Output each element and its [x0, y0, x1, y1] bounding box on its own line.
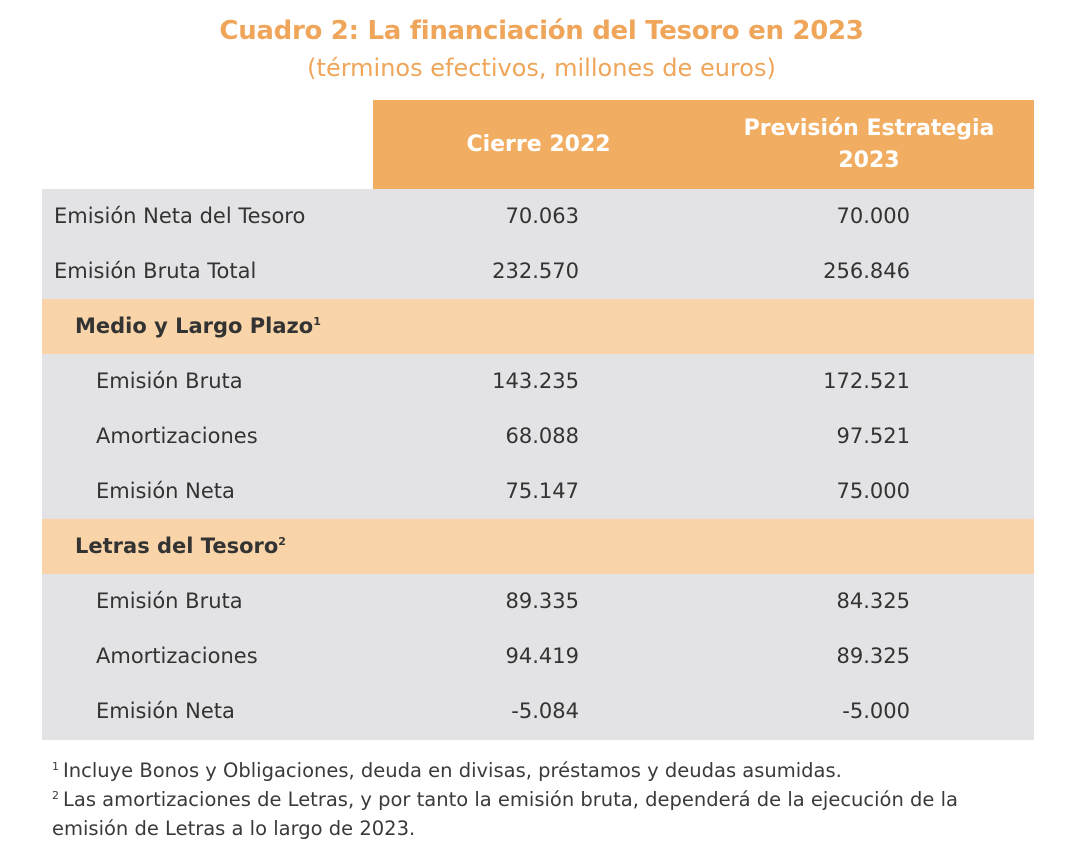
value-prevision-2023: 89.325 [836, 644, 910, 668]
value-cierre-2022: 75.147 [505, 479, 579, 503]
row-label: Emisión Bruta [96, 369, 243, 393]
section-row-letras-del-tesoro: Letras del Tesoro2 [42, 519, 1034, 574]
footnote-marker: 1 [52, 759, 59, 773]
value-cierre-2022: 232.570 [492, 259, 579, 283]
section-label: Letras del Tesoro2 [75, 534, 286, 558]
value-cierre-2022: 70.063 [505, 204, 579, 228]
table-row: Emisión Bruta 89.335 84.325 [42, 574, 1034, 629]
row-label: Emisión Neta [96, 479, 235, 503]
table-row: Emisión Bruta 143.235 172.521 [42, 354, 1034, 409]
footnote-marker: 1 [313, 315, 321, 328]
footnote-1: 1 Incluye Bonos y Obligaciones, deuda en … [52, 756, 1032, 785]
value-prevision-2023: 256.846 [823, 259, 910, 283]
table-row: Emisión Neta 75.147 75.000 [42, 464, 1034, 519]
table-row: Emisión Neta del Tesoro 70.063 70.000 [42, 189, 1034, 244]
row-label: Emisión Bruta Total [54, 259, 257, 283]
value-prevision-2023: 75.000 [836, 479, 910, 503]
section-row-medio-largo-plazo: Medio y Largo Plazo1 [42, 299, 1034, 354]
row-label: Emisión Bruta [96, 589, 243, 613]
column-header-cierre-2022: Cierre 2022 [373, 100, 704, 189]
table-header-row: Cierre 2022 Previsión Estrategia 2023 [42, 100, 1034, 189]
table-row: Emisión Neta -5.084 -5.000 [42, 684, 1034, 740]
row-label: Emisión Neta [96, 699, 235, 723]
footnote-2: 2 Las amortizaciones de Letras, y por tan… [52, 785, 1032, 843]
table-row: Amortizaciones 94.419 89.325 [42, 629, 1034, 684]
value-prevision-2023: 97.521 [836, 424, 910, 448]
row-label: Amortizaciones [96, 424, 258, 448]
value-cierre-2022: 89.335 [505, 589, 579, 613]
value-cierre-2022: 143.235 [492, 369, 579, 393]
section-label: Medio y Largo Plazo1 [75, 314, 321, 338]
footnote-marker: 2 [278, 535, 286, 548]
footnote-marker: 2 [52, 788, 59, 802]
row-label: Emisión Neta del Tesoro [54, 204, 306, 228]
table-row: Amortizaciones 68.088 97.521 [42, 409, 1034, 464]
footnote-text: Las amortizaciones de Letras, y por tant… [52, 788, 958, 840]
financing-table: Cierre 2022 Previsión Estrategia 2023 Em… [42, 100, 1034, 740]
row-label: Amortizaciones [96, 644, 258, 668]
value-prevision-2023: -5.000 [842, 699, 910, 723]
value-prevision-2023: 172.521 [823, 369, 910, 393]
value-cierre-2022: -5.084 [511, 699, 579, 723]
column-header-prevision-2023: Previsión Estrategia 2023 [704, 100, 1034, 189]
value-prevision-2023: 70.000 [836, 204, 910, 228]
table-row: Emisión Bruta Total 232.570 256.846 [42, 244, 1034, 299]
footnote-text: Incluye Bonos y Obligaciones, deuda en d… [63, 759, 842, 782]
table-subtitle: (términos efectivos, millones de euros) [307, 54, 776, 82]
value-cierre-2022: 68.088 [505, 424, 579, 448]
table-title: Cuadro 2: La financiación del Tesoro en … [219, 16, 864, 46]
value-cierre-2022: 94.419 [505, 644, 579, 668]
footnotes: 1 Incluye Bonos y Obligaciones, deuda en … [52, 756, 1032, 843]
value-prevision-2023: 84.325 [836, 589, 910, 613]
